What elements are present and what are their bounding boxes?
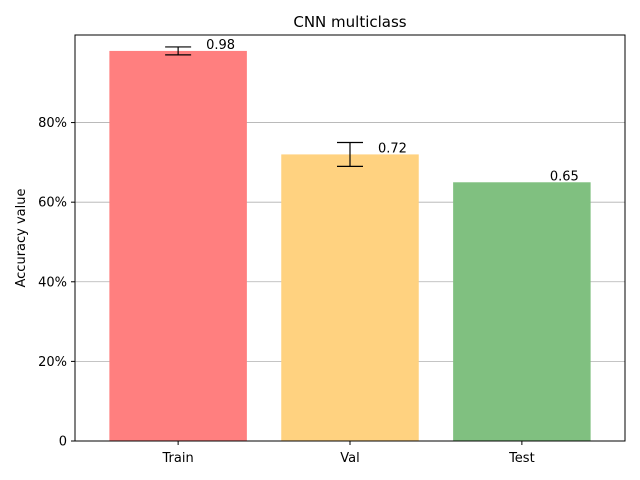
bars: [109, 50, 591, 442]
y-tick-label: 60%: [38, 196, 67, 211]
error-bars: [165, 46, 363, 167]
data-label-train: 0.98: [206, 38, 235, 53]
y-tick-label: 20%: [38, 355, 67, 370]
y-tick-label: 0: [59, 435, 67, 450]
data-label-test: 0.65: [550, 169, 579, 184]
data-labels: 0.98 0.72 0.65: [206, 38, 579, 184]
data-label-val: 0.72: [378, 141, 407, 156]
bar-test: [453, 182, 591, 441]
y-tick-label: 80%: [38, 116, 67, 131]
x-tick-label-test: Test: [508, 451, 535, 466]
x-tick-label-val: Val: [340, 451, 359, 466]
y-axis-label: Accuracy value: [14, 189, 29, 288]
y-tick-label: 40%: [38, 275, 67, 290]
y-axis-ticks: 0 20% 40% 60% 80%: [38, 116, 75, 450]
chart-title: CNN multiclass: [293, 13, 406, 31]
bar-train: [109, 50, 247, 441]
x-axis-ticks: Train Val Test: [162, 441, 535, 466]
x-tick-label-train: Train: [162, 451, 194, 466]
bar-val: [281, 154, 419, 442]
